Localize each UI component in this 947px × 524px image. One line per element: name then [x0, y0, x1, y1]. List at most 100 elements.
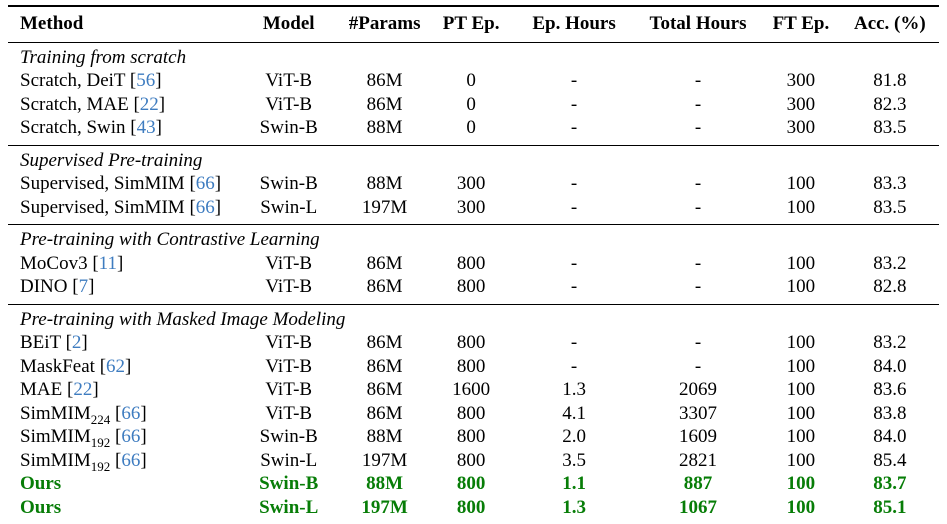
ep-hours-cell: -: [570, 276, 578, 297]
model-cell: Swin-B: [259, 117, 318, 138]
column-header-ft-ep: FT Ep.: [761, 6, 841, 43]
params-cell: 88M: [366, 173, 403, 194]
ft-ep-cell: 100: [786, 355, 816, 377]
ft-ep-cell: 100: [786, 449, 816, 471]
method-cell: BEiT [2]: [20, 332, 88, 353]
params-cell: 197M: [361, 496, 408, 518]
method-name: BEiT: [20, 332, 61, 353]
acc-cell: 81.8: [873, 70, 907, 91]
pt-ep-cell: 800: [456, 276, 486, 297]
table-row: SimMIM224 [66] ViT-B 86M 800 4.1 3307 100 83.8: [8, 402, 939, 426]
params-cell: 86M: [366, 252, 403, 274]
citation-link[interactable]: 2: [71, 332, 82, 353]
citation-link[interactable]: 66: [121, 402, 141, 424]
model-cell: Swin-L: [260, 196, 318, 218]
method-cell: Ours: [8, 472, 237, 496]
acc-cell: 83.5: [873, 117, 907, 138]
citation-link[interactable]: 22: [139, 93, 159, 115]
section-heading: Pre-training with Contrastive Learning: [8, 224, 939, 252]
citation-link[interactable]: 43: [136, 117, 156, 138]
model-cell: Swin-L: [259, 496, 319, 518]
citation-link[interactable]: 7: [78, 276, 89, 297]
params-cell: 88M: [366, 426, 403, 447]
column-header-ep-hours: Ep. Hours: [513, 6, 635, 43]
pt-ep-cell: 800: [456, 332, 486, 353]
total-hours-cell: -: [694, 93, 702, 115]
acc-cell: 82.8: [873, 276, 907, 297]
ep-hours-cell: 1.3: [562, 496, 586, 518]
citation-link[interactable]: 66: [195, 173, 215, 194]
pt-ep-cell: 800: [456, 426, 486, 447]
pt-ep-cell: 300: [456, 196, 486, 218]
acc-cell: 84.0: [873, 426, 907, 447]
table-row: MaskFeat [62] ViT-B 86M 800 - - 100 84.0: [8, 355, 939, 379]
ft-ep-cell: 100: [786, 426, 816, 447]
model-cell: ViT-B: [265, 276, 313, 297]
params-cell: 86M: [366, 332, 403, 353]
method-subscript: 192: [90, 434, 111, 450]
acc-cell: 83.3: [873, 173, 907, 194]
ep-hours-cell: -: [570, 117, 578, 138]
model-cell: Swin-L: [260, 449, 318, 471]
table-row: Scratch, DeiT [56] ViT-B 86M 0 - - 300 81.8: [8, 69, 939, 93]
total-hours-cell: -: [694, 173, 702, 194]
total-hours-cell: -: [694, 117, 702, 138]
ft-ep-cell: 100: [786, 252, 816, 274]
method-name: MAE: [20, 379, 63, 400]
ft-ep-cell: 100: [786, 379, 816, 400]
table-row: BEiT [2] ViT-B 86M 800 - - 100 83.2: [8, 331, 939, 355]
method-name: Scratch, Swin: [20, 117, 126, 138]
acc-cell: 83.8: [873, 402, 907, 424]
citation-link[interactable]: 66: [195, 196, 215, 218]
ep-hours-cell: -: [570, 332, 578, 353]
column-header-params: #Params: [340, 6, 430, 43]
table-row: Ours Swin-B 88M 800 1.1 887 100 83.7: [8, 472, 939, 496]
method-cell: MAE [22]: [20, 379, 99, 400]
citation-link[interactable]: 66: [121, 426, 141, 447]
params-cell: 86M: [366, 93, 403, 115]
section-heading: Supervised Pre-training: [8, 144, 939, 172]
method-name: SimMIM: [20, 402, 91, 424]
ep-hours-cell: -: [570, 173, 578, 194]
method-name: Supervised, SimMIM: [20, 196, 185, 218]
params-cell: 88M: [366, 473, 404, 494]
acc-cell: 82.3: [873, 93, 907, 115]
model-cell: Swin-B: [259, 473, 319, 494]
pt-ep-cell: 1600: [452, 379, 491, 400]
method-cell: Scratch, MAE [22]: [20, 93, 166, 115]
ep-hours-cell: 3.5: [562, 449, 586, 471]
pt-ep-cell: 0: [466, 93, 476, 115]
method-cell: Scratch, Swin [43]: [20, 117, 162, 138]
citation-link[interactable]: 66: [121, 449, 141, 471]
total-hours-cell: -: [694, 332, 702, 353]
params-cell: 86M: [366, 355, 403, 377]
method-name: Scratch, MAE: [20, 93, 129, 115]
params-cell: 86M: [366, 276, 403, 297]
model-cell: Swin-B: [259, 173, 318, 194]
pt-ep-cell: 0: [466, 70, 476, 91]
citation-link[interactable]: 62: [106, 355, 126, 377]
citation-link[interactable]: 22: [73, 379, 93, 400]
method-cell: SimMIM224 [66]: [20, 402, 147, 427]
method-name: Supervised, SimMIM: [20, 173, 185, 194]
params-cell: 86M: [366, 379, 403, 400]
ft-ep-cell: 100: [786, 332, 816, 353]
params-cell: 88M: [366, 117, 403, 138]
method-cell: MaskFeat [62]: [20, 355, 132, 377]
column-header-pt-ep: PT Ep.: [429, 6, 514, 43]
acc-cell: 83.5: [873, 196, 907, 218]
pt-ep-cell: 0: [466, 117, 476, 138]
section-heading: Training from scratch: [20, 46, 187, 68]
table-row: DINO [7] ViT-B 86M 800 - - 100 82.8: [8, 275, 939, 304]
method-cell: MoCov3 [11]: [20, 252, 124, 274]
citation-link[interactable]: 56: [136, 70, 156, 91]
ep-hours-cell: -: [570, 196, 578, 218]
ep-hours-cell: 4.1: [562, 402, 586, 424]
method-name: Ours: [20, 473, 62, 494]
citation-link[interactable]: 11: [98, 252, 117, 274]
table-row: Scratch, MAE [22] ViT-B 86M 0 - - 300 82.3: [8, 93, 939, 117]
column-header-model: Model: [237, 6, 341, 43]
total-hours-cell: -: [694, 70, 702, 91]
table-row: SimMIM192 [66] Swin-L 197M 800 3.5 2821 100 85.…: [8, 449, 939, 473]
